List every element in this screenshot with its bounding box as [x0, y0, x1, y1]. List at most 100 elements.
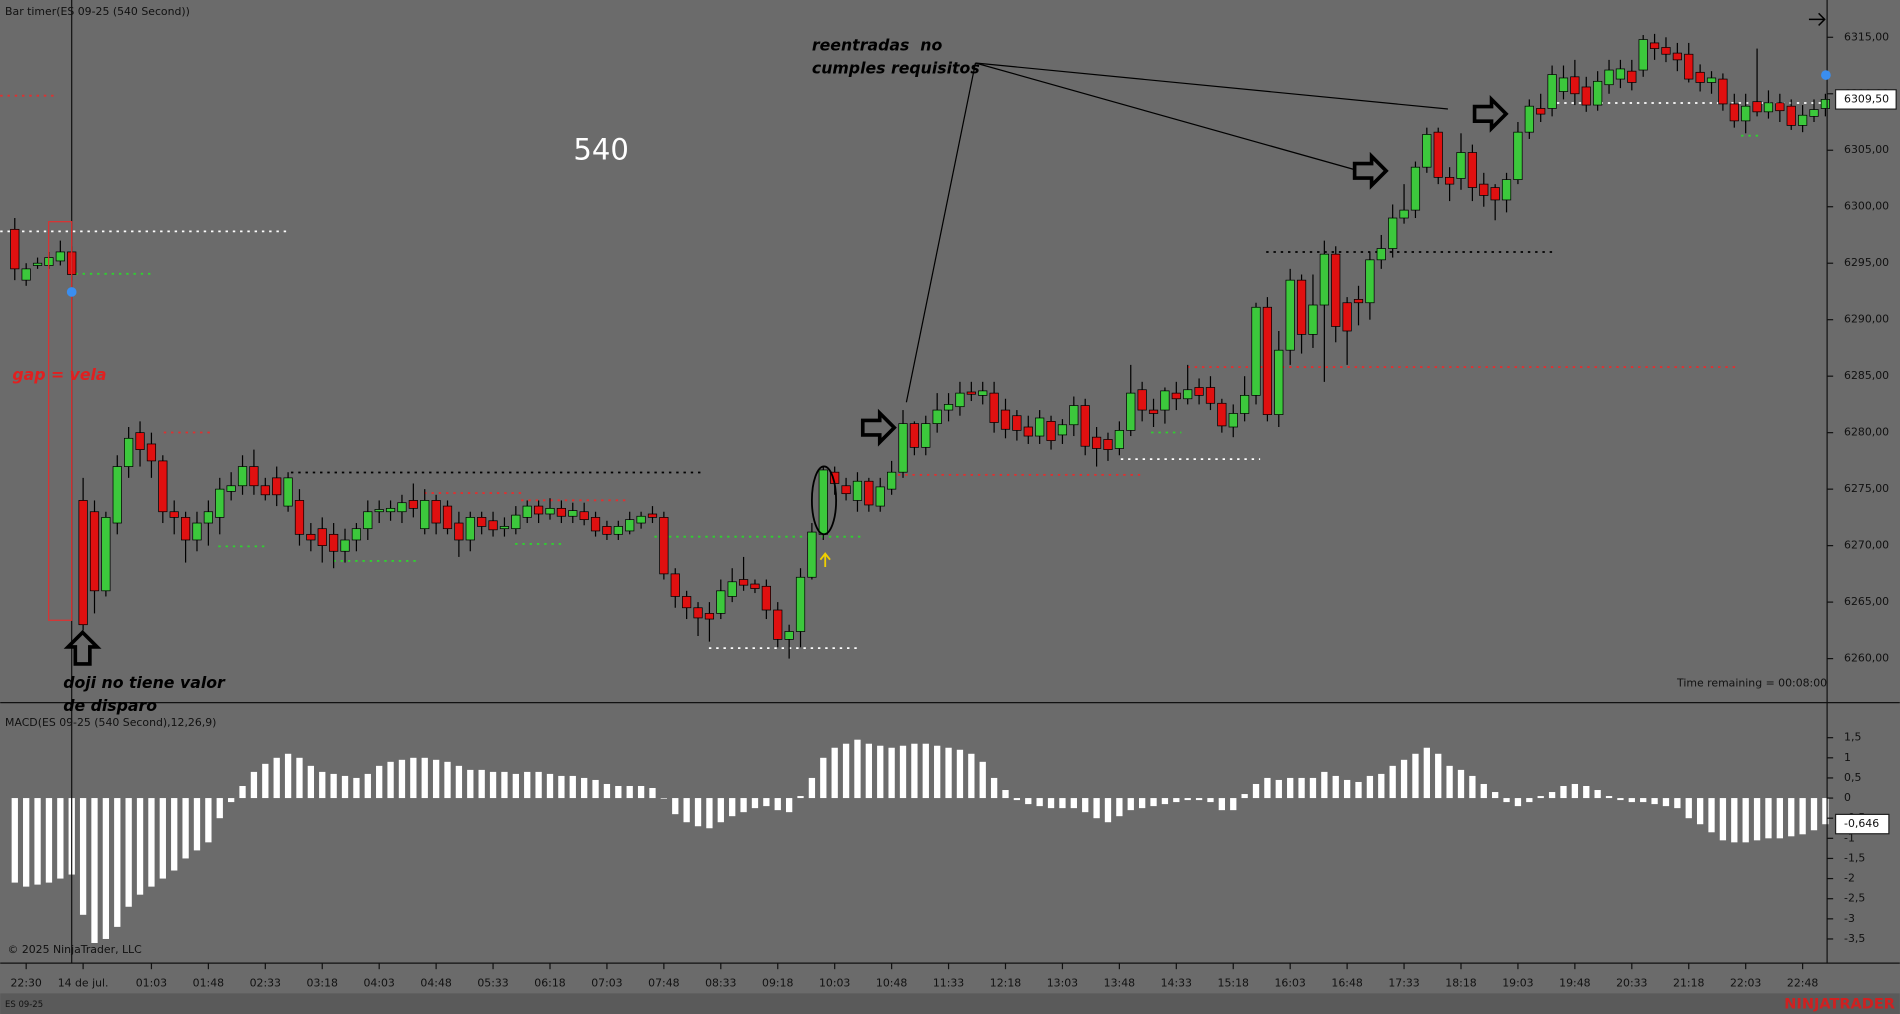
candle-body: [1012, 415, 1022, 431]
scroll-arrow: [1808, 12, 1826, 26]
candle-body: [1570, 76, 1580, 95]
candle-body: [1308, 304, 1318, 335]
histogram-bar: [410, 757, 417, 799]
candle-body: [727, 581, 737, 597]
histogram-bar: [706, 798, 713, 829]
histogram-bar: [1662, 798, 1670, 807]
histogram-bar: [1127, 798, 1134, 811]
histogram-bar: [831, 747, 838, 799]
candle-body: [613, 526, 623, 535]
x-tick-label: 22:30: [10, 977, 41, 990]
x-tick-label: 08:33: [705, 977, 736, 990]
histogram-bar: [1537, 796, 1544, 799]
histogram-bar: [1788, 798, 1795, 837]
histogram-bar: [227, 798, 235, 803]
histogram-bar: [23, 798, 30, 887]
candle-body: [1422, 134, 1432, 168]
candle-body: [1433, 131, 1443, 178]
candle-body: [1718, 78, 1728, 105]
histogram-bar: [911, 743, 918, 799]
candle-body: [704, 613, 715, 620]
status-bar: [0, 993, 1900, 1014]
candle-body: [317, 528, 327, 546]
y-tick-label: -1,5: [1844, 851, 1865, 864]
instrument: ES 09-25: [5, 999, 43, 1009]
histogram-bar: [990, 777, 998, 799]
candle-body: [1786, 105, 1796, 126]
histogram-bar: [877, 745, 884, 799]
histogram-bar: [79, 798, 87, 915]
histogram-bar: [1218, 798, 1226, 811]
histogram-bar: [865, 743, 872, 799]
candle-body: [408, 500, 418, 509]
histogram-bar: [1002, 790, 1009, 799]
candle-body: [499, 526, 510, 530]
histogram-bar: [774, 798, 781, 811]
candle-body: [363, 511, 373, 530]
last-value-box: [1834, 813, 1890, 835]
histogram-bar: [1321, 771, 1328, 799]
histogram-bar: [57, 798, 64, 879]
y-tick-label: -3,5: [1844, 932, 1865, 945]
candle-body: [955, 392, 965, 408]
histogram-bar: [1628, 798, 1635, 803]
candle-body: [1729, 103, 1739, 122]
x-tick-label: 16:48: [1331, 977, 1362, 990]
candle-body: [351, 528, 362, 541]
candle-body: [1752, 101, 1762, 113]
arrow: [860, 408, 897, 447]
candle-body: [158, 460, 168, 513]
histogram-bar: [1822, 798, 1829, 825]
candle-body: [272, 477, 282, 496]
histogram-bar: [421, 757, 428, 799]
x-tick-label: 09:18: [762, 977, 793, 990]
x-tick-label: 19:48: [1559, 977, 1590, 990]
histogram-bar: [1241, 794, 1248, 799]
candle-body: [1661, 47, 1671, 55]
histogram-bar: [114, 798, 121, 927]
histogram-bar: [1435, 753, 1442, 799]
histogram-bar: [1161, 798, 1169, 805]
candle-body: [1524, 105, 1534, 133]
histogram-bar: [1264, 777, 1271, 799]
candle-body: [579, 511, 589, 521]
y-tick-label: 1: [1844, 751, 1851, 764]
histogram-bar: [1059, 798, 1066, 809]
x-tick-label: 16:03: [1274, 977, 1305, 990]
candle-body: [442, 505, 453, 530]
candle-body: [397, 502, 407, 513]
histogram-bar: [751, 798, 759, 809]
histogram-bar: [1446, 765, 1453, 799]
candle-body: [1536, 108, 1546, 115]
candle-body: [306, 533, 316, 541]
x-tick-label: 07:03: [591, 977, 622, 990]
candle-body: [921, 423, 931, 448]
last-value-label: -0,646: [1844, 817, 1879, 830]
candle-body: [1456, 152, 1466, 179]
histogram-bar: [854, 739, 861, 799]
histogram-bar: [1343, 779, 1351, 799]
candle-body: [237, 466, 248, 487]
candle-body: [818, 469, 828, 535]
histogram-bar: [979, 761, 986, 799]
candle-body: [1057, 424, 1068, 436]
candle-body: [682, 596, 692, 609]
histogram-bar: [1719, 798, 1727, 841]
candle-body: [385, 507, 396, 513]
histogram-bar: [489, 771, 497, 799]
histogram-bar: [91, 798, 98, 943]
histogram-bar: [455, 765, 463, 799]
histogram-bar: [899, 745, 907, 799]
histogram-bar: [1138, 798, 1146, 809]
candle-body: [909, 423, 919, 448]
macd-panel: [11, 739, 1829, 943]
last-price-label: 6309,50: [1844, 92, 1889, 105]
candle-body: [1490, 187, 1500, 201]
histogram-bar: [1799, 798, 1806, 835]
y-tick-label: 6285,00: [1844, 369, 1889, 382]
candle-body: [1593, 80, 1603, 106]
candle-body: [1160, 390, 1170, 411]
annotation: gap = vela: [12, 365, 106, 384]
histogram-bar: [603, 783, 611, 799]
